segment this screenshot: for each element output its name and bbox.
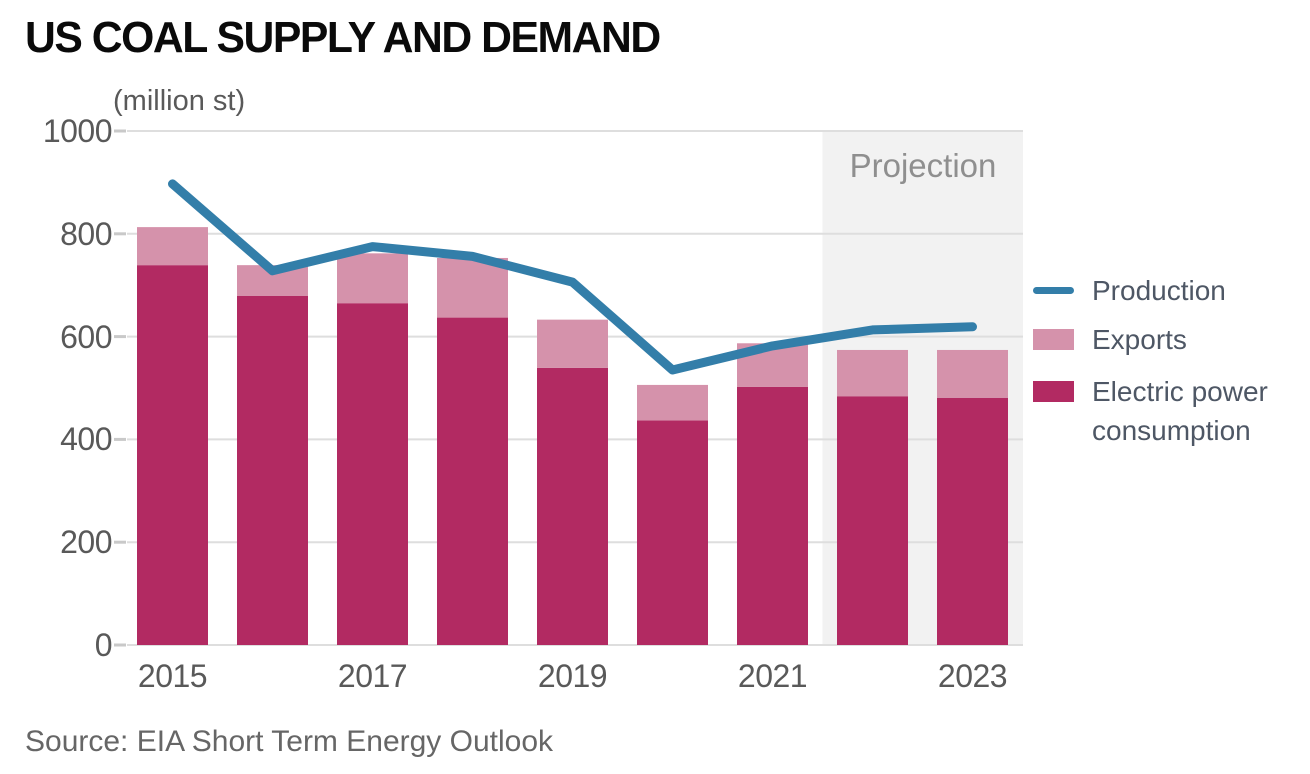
bar-electric-2016 [237, 295, 308, 645]
y-axis-label-200: 200 [60, 524, 112, 561]
y-axis-units-label: (million st) [113, 85, 246, 117]
bar-exports-2019 [537, 319, 608, 368]
projection-region-label: Projection [849, 147, 997, 184]
bar-exports-2017 [337, 253, 408, 304]
y-axis-label-600: 600 [60, 318, 112, 355]
x-axis-label-2019: 2019 [537, 658, 608, 694]
bar-electric-2020 [637, 420, 708, 645]
bar-electric-2015 [137, 265, 208, 645]
y-axis-label-800: 800 [60, 215, 112, 252]
legend-item-exports: Exports [1033, 320, 1187, 359]
bar-electric-2019 [537, 367, 608, 645]
legend-label-exports: Exports [1092, 324, 1187, 355]
exports-swatch-icon [1033, 329, 1074, 350]
production-line-swatch-icon [1033, 287, 1074, 294]
source-note: Source: EIA Short Term Energy Outlook [25, 725, 554, 758]
bar-electric-2022 [837, 396, 908, 645]
y-axis-label-0: 0 [94, 627, 113, 663]
y-axis-label-400: 400 [60, 421, 112, 458]
chart-title: US COAL SUPPLY AND DEMAND [25, 13, 661, 62]
legend-item-production: Production [1033, 271, 1226, 310]
bar-exports-2023 [937, 349, 1008, 398]
bar-electric-2023 [937, 397, 1008, 645]
y-axis-label-1000: 1000 [42, 113, 113, 149]
bar-exports-2022 [837, 349, 908, 397]
legend-item-electric: Electric power consumption [1033, 372, 1298, 450]
legend-label-production: Production [1092, 275, 1226, 306]
bar-electric-2017 [337, 303, 408, 645]
x-axis-label-2023: 2023 [937, 658, 1008, 694]
x-axis-label-2015: 2015 [137, 658, 208, 694]
production-line [168, 179, 977, 375]
bar-exports-2020 [637, 384, 708, 421]
legend-label-electric: Electric power consumption [1092, 376, 1268, 446]
bar-electric-2021 [737, 386, 808, 645]
x-axis-label-2017: 2017 [337, 658, 408, 694]
bar-electric-2018 [437, 317, 508, 645]
bar-exports-2015 [137, 227, 208, 266]
electric-consumption-swatch-icon [1033, 381, 1074, 402]
bar-exports-2018 [437, 257, 508, 318]
x-axis-label-2021: 2021 [737, 658, 808, 694]
